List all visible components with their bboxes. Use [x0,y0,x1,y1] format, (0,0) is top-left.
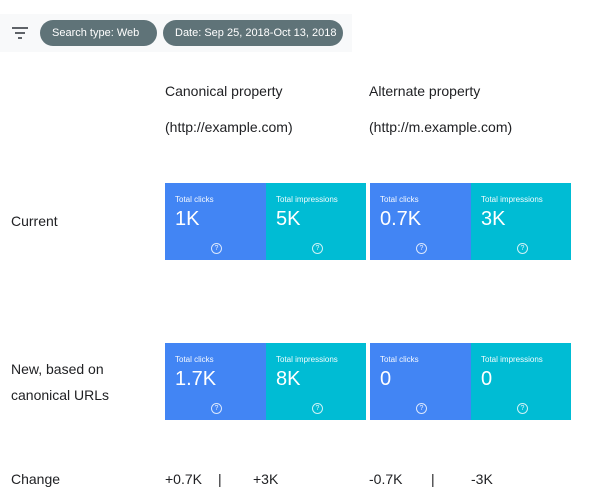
date-range-chip[interactable]: Date: Sep 25, 2018-Oct 13, 2018 [163,20,343,46]
canonical-impressions-change: +3K [253,471,279,487]
current-canonical-clicks-card[interactable]: Total clicks 1K ? [165,183,266,260]
new-canonical-impressions-card[interactable]: Total impressions 8K ? [266,343,366,420]
alternate-clicks-change: -0.7K [369,471,403,487]
card-label: Total clicks [380,355,419,364]
current-canonical-impressions-card[interactable]: Total impressions 5K ? [266,183,366,260]
search-type-chip[interactable]: Search type: Web [40,20,157,46]
new-canonical-clicks-card[interactable]: Total clicks 1.7K ? [165,343,266,420]
card-label: Total impressions [276,195,338,204]
alternate-change-separator: | [431,471,435,487]
canonical-property-title: Canonical property [165,83,283,99]
help-icon[interactable]: ? [312,243,323,254]
help-icon[interactable]: ? [416,403,427,414]
help-icon[interactable]: ? [517,243,528,254]
card-label: Total impressions [276,355,338,364]
filter-icon[interactable] [12,26,28,40]
card-value: 0 [481,368,493,390]
card-label: Total clicks [175,355,214,364]
date-range-chip-label: Date: Sep 25, 2018-Oct 13, 2018 [175,27,337,39]
card-value: 8K [276,368,301,390]
help-icon[interactable]: ? [211,243,222,254]
alternate-property-url: (http://m.example.com) [369,119,513,135]
card-value: 5K [276,208,301,230]
current-alternate-impressions-card[interactable]: Total impressions 3K ? [471,183,571,260]
new-row: Total clicks 1.7K ? Total impressions 8K… [0,343,600,420]
help-icon[interactable]: ? [312,403,323,414]
current-row-label: Current [11,213,58,229]
alternate-impressions-change: -3K [471,471,493,487]
card-label: Total impressions [481,355,543,364]
card-label: Total clicks [175,195,214,204]
card-label: Total clicks [380,195,419,204]
help-icon[interactable]: ? [416,243,427,254]
filter-bar: Search type: Web Date: Sep 25, 2018-Oct … [0,14,352,52]
card-value: 0 [380,368,392,390]
card-label: Total impressions [481,195,543,204]
new-row-label-line1: New, based on [11,361,104,377]
current-row: Total clicks 1K ? Total impressions 5K ?… [0,183,600,260]
card-value: 1.7K [175,368,217,390]
canonical-change-separator: | [218,471,222,487]
new-alternate-impressions-card[interactable]: Total impressions 0 ? [471,343,571,420]
card-value: 1K [175,208,200,230]
change-row-label: Change [11,471,61,487]
card-value: 0.7K [380,208,422,230]
help-icon[interactable]: ? [211,403,222,414]
canonical-clicks-change: +0.7K [165,471,202,487]
help-icon[interactable]: ? [517,403,528,414]
current-alternate-clicks-card[interactable]: Total clicks 0.7K ? [370,183,471,260]
new-alternate-clicks-card[interactable]: Total clicks 0 ? [370,343,471,420]
card-value: 3K [481,208,506,230]
search-type-chip-label: Search type: Web [52,27,140,39]
canonical-property-url: (http://example.com) [165,119,293,135]
alternate-property-title: Alternate property [369,83,481,99]
new-row-label-line2: canonical URLs [11,387,110,403]
